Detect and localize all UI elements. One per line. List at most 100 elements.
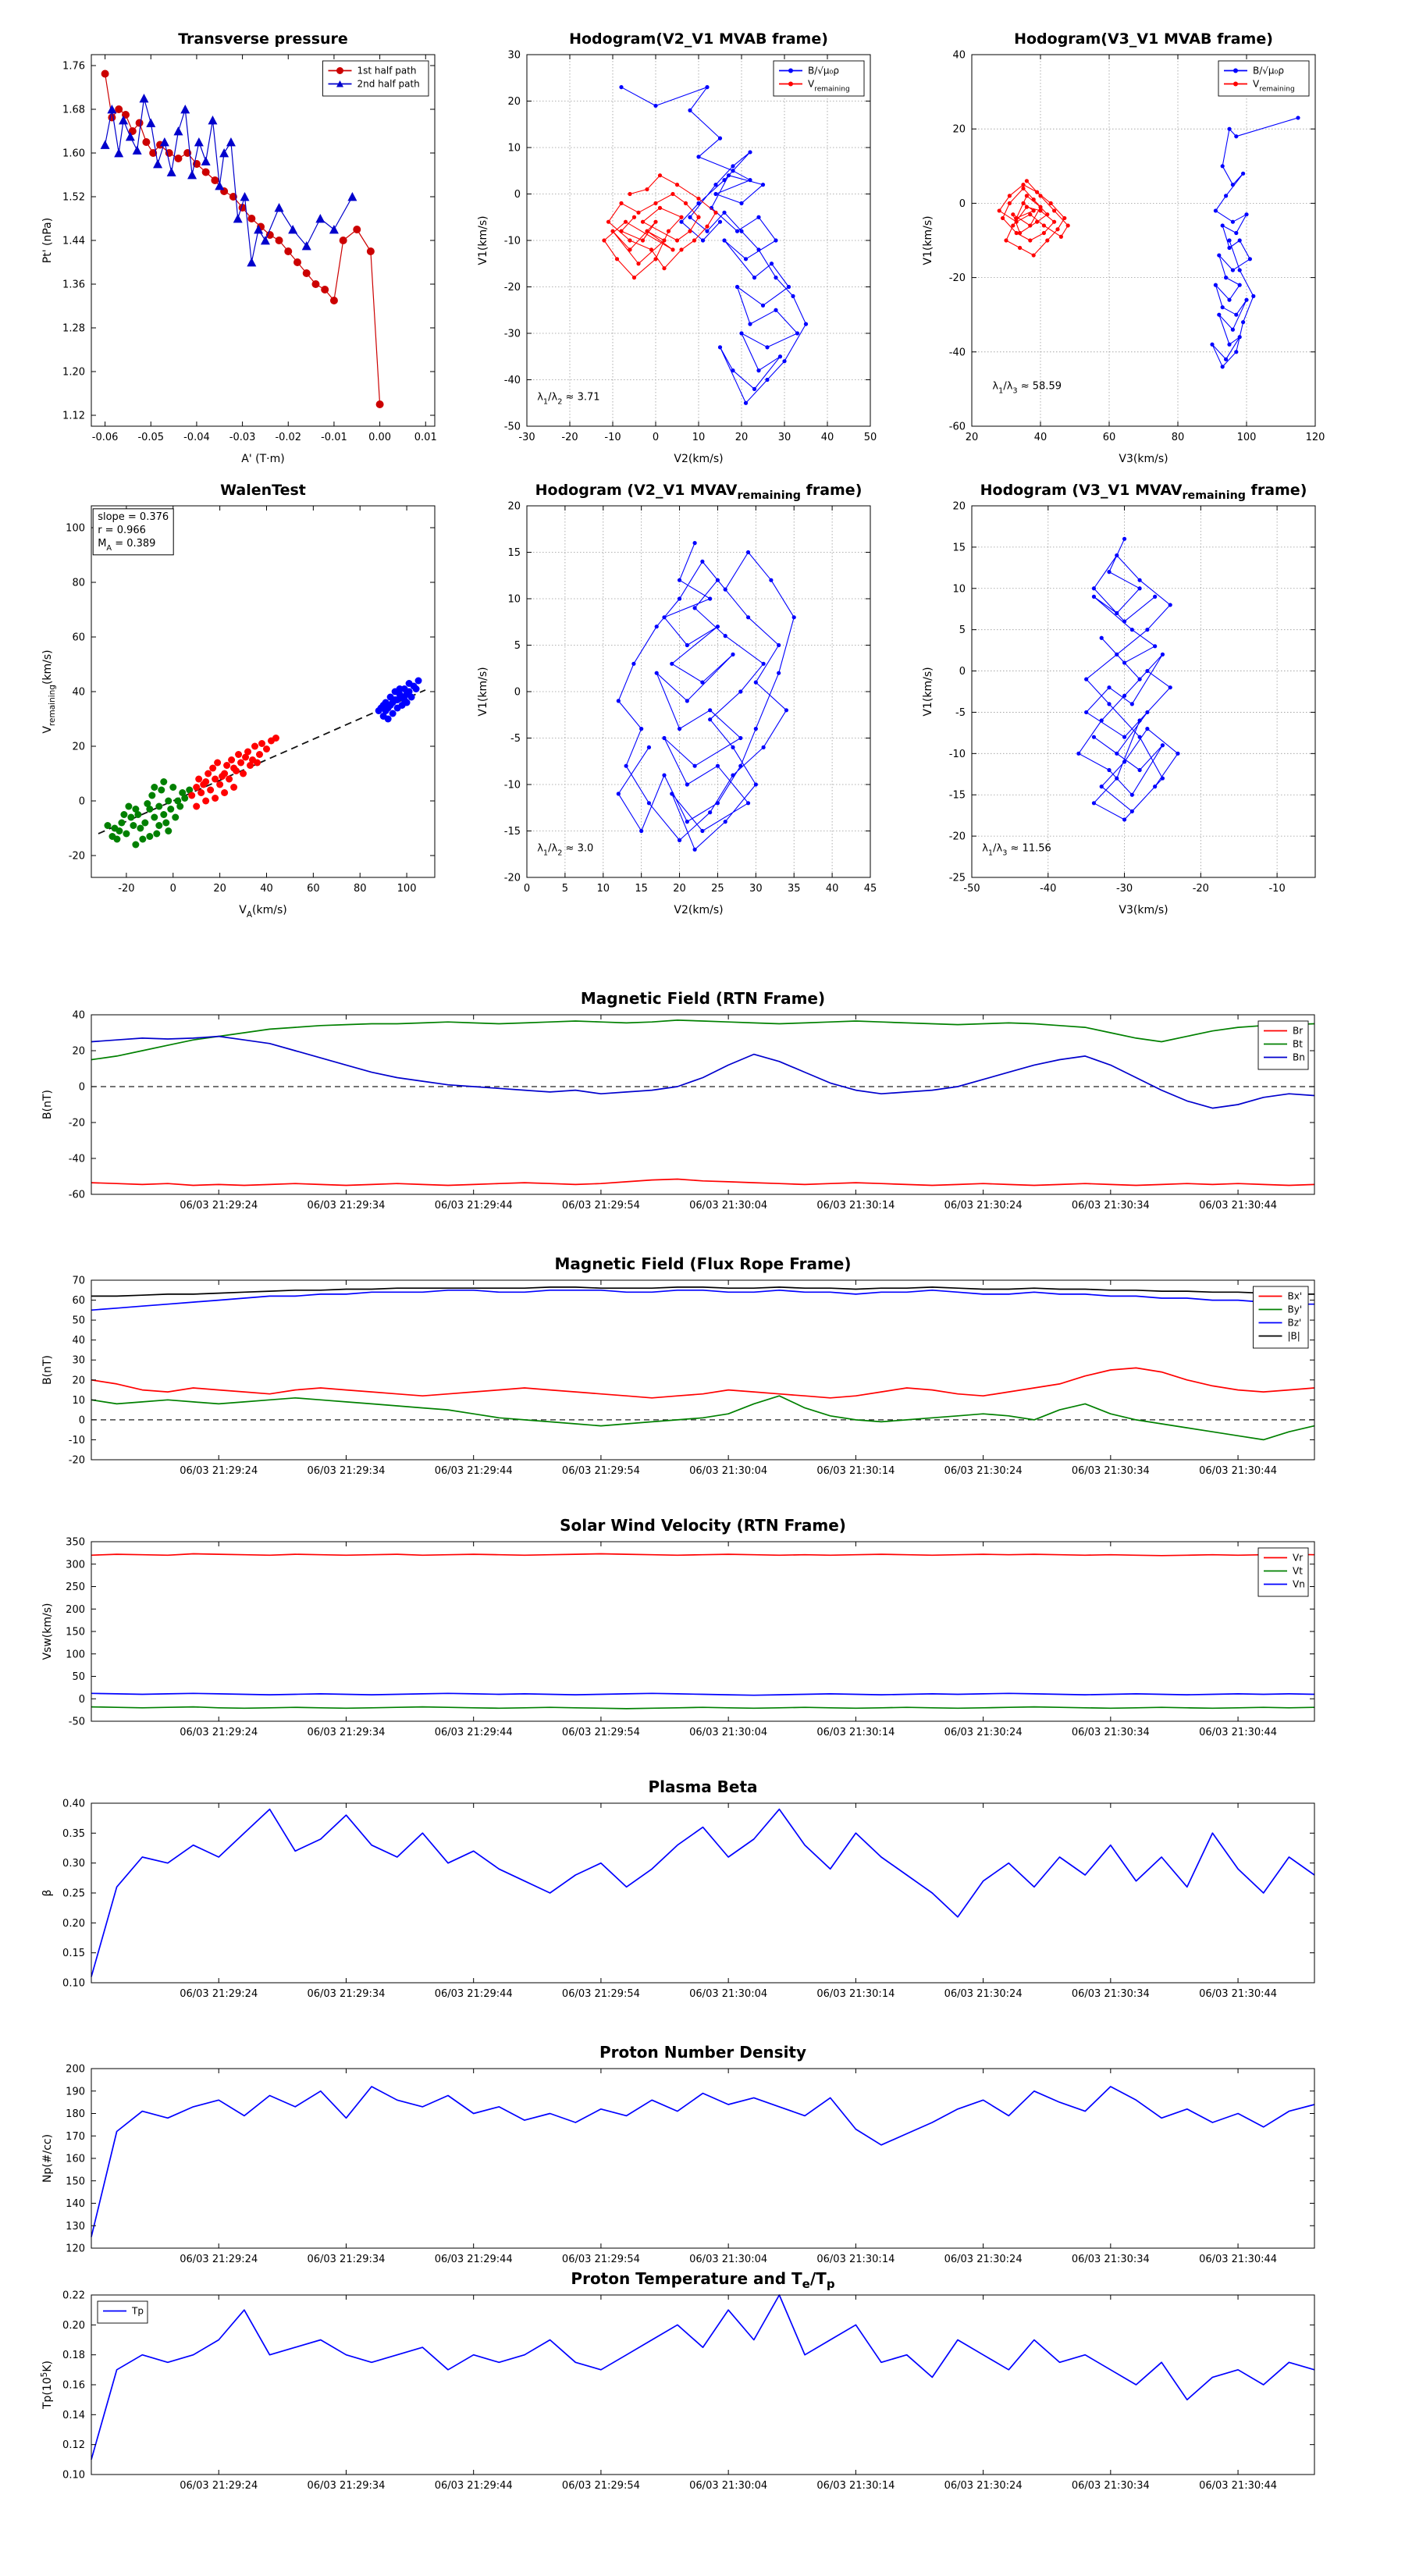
svg-text:V1(km/s): V1(km/s) <box>477 215 489 265</box>
svg-text:06/03 21:29:54: 06/03 21:29:54 <box>562 2254 640 2265</box>
svg-text:r = 0.966: r = 0.966 <box>98 525 146 536</box>
svg-text:-5: -5 <box>510 733 521 745</box>
svg-text:06/03 21:29:24: 06/03 21:29:24 <box>180 2254 258 2265</box>
svg-text:1.60: 1.60 <box>62 148 85 160</box>
svg-text:Proton Temperature and Te/Tp: Proton Temperature and Te/Tp <box>571 2269 834 2291</box>
svg-text:20: 20 <box>72 1046 85 1058</box>
svg-text:06/03 21:29:34: 06/03 21:29:34 <box>307 1465 385 1477</box>
svg-text:06/03 21:30:14: 06/03 21:30:14 <box>816 1727 895 1738</box>
svg-text:0.25: 0.25 <box>62 1888 85 1900</box>
svg-text:A' (T·m): A' (T·m) <box>241 453 284 465</box>
svg-text:-40: -40 <box>504 375 521 386</box>
svg-text:0.30: 0.30 <box>62 1858 85 1870</box>
svg-text:-20: -20 <box>949 831 966 843</box>
svg-text:40: 40 <box>72 1335 85 1347</box>
svg-text:-15: -15 <box>949 790 966 802</box>
chart-transverse-pressure: -0.06 -0.05 -0.04 -0.03 -0.02 -0.01 0.00 0.01 1.… <box>23 14 444 476</box>
svg-text:200: 200 <box>66 2064 85 2076</box>
svg-text:Bx': Bx' <box>1288 1291 1303 1302</box>
svg-text:06/03 21:30:24: 06/03 21:30:24 <box>944 2254 1023 2265</box>
svg-text:Vremaining: Vremaining <box>808 79 850 94</box>
svg-text:B/√μ₀ρ: B/√μ₀ρ <box>808 66 839 76</box>
svg-text:35: 35 <box>788 883 801 895</box>
svg-text:-25: -25 <box>949 873 966 884</box>
svg-text:06/03 21:29:34: 06/03 21:29:34 <box>307 1200 385 1212</box>
svg-text:-60: -60 <box>69 1190 85 1201</box>
svg-text:150: 150 <box>66 2176 85 2187</box>
svg-text:β: β <box>41 1890 54 1897</box>
svg-text:0.20: 0.20 <box>62 2320 85 2332</box>
svg-text:Br: Br <box>1293 1026 1303 1037</box>
svg-text:Bt: Bt <box>1293 1039 1303 1050</box>
svg-text:70: 70 <box>72 1276 85 1287</box>
svg-text:40: 40 <box>72 1010 85 1022</box>
svg-text:0.16: 0.16 <box>62 2380 85 2392</box>
svg-text:06/03 21:30:14: 06/03 21:30:14 <box>816 1465 895 1477</box>
svg-text:06/03 21:29:44: 06/03 21:29:44 <box>435 1988 513 2000</box>
svg-text:15: 15 <box>635 883 648 895</box>
svg-text:-10: -10 <box>604 432 621 443</box>
svg-text:06/03 21:30:04: 06/03 21:30:04 <box>689 1465 767 1477</box>
svg-text:06/03 21:30:04: 06/03 21:30:04 <box>689 1200 767 1212</box>
svg-text:60: 60 <box>72 1295 85 1307</box>
svg-text:06/03 21:30:34: 06/03 21:30:34 <box>1072 1200 1150 1212</box>
svg-text:0: 0 <box>514 687 521 699</box>
svg-text:-10: -10 <box>1268 883 1285 895</box>
svg-text:-0.03: -0.03 <box>229 432 256 443</box>
svg-text:-0.06: -0.06 <box>92 432 119 443</box>
svg-text:06/03 21:29:24: 06/03 21:29:24 <box>180 1988 258 2000</box>
svg-text:140: 140 <box>66 2198 85 2210</box>
svg-text:λ1/λ3 ≈ 11.56: λ1/λ3 ≈ 11.56 <box>982 843 1051 858</box>
svg-text:Vn: Vn <box>1293 1579 1305 1590</box>
svg-text:06/03 21:30:04: 06/03 21:30:04 <box>689 2254 767 2265</box>
svg-text:40: 40 <box>1034 432 1048 443</box>
svg-text:1.68: 1.68 <box>62 105 85 116</box>
svg-text:0.10: 0.10 <box>62 2470 85 2482</box>
svg-text:B(nT): B(nT) <box>41 1090 54 1119</box>
svg-text:190: 190 <box>66 2086 85 2097</box>
svg-text:06/03 21:30:14: 06/03 21:30:14 <box>816 1200 895 1212</box>
svg-text:06/03 21:29:54: 06/03 21:29:54 <box>562 1988 640 2000</box>
svg-text:06/03 21:29:34: 06/03 21:29:34 <box>307 2480 385 2492</box>
svg-text:-20: -20 <box>69 1455 85 1467</box>
svg-text:250: 250 <box>66 1582 85 1593</box>
svg-text:-50: -50 <box>504 422 521 433</box>
svg-text:-40: -40 <box>1040 883 1056 895</box>
svg-text:-40: -40 <box>949 347 966 358</box>
chart-solar-wind-velocity: 06/03 21:29:24 06/03 21:29:34 06/03 21:29:… <box>0 1507 1405 1749</box>
svg-text:06/03 21:29:44: 06/03 21:29:44 <box>435 1727 513 1738</box>
svg-text:λ1/λ2 ≈ 3.71: λ1/λ2 ≈ 3.71 <box>537 392 599 407</box>
svg-text:B/√μ₀ρ: B/√μ₀ρ <box>1253 66 1284 76</box>
svg-text:06/03 21:30:24: 06/03 21:30:24 <box>944 2480 1023 2492</box>
svg-text:30: 30 <box>778 432 791 443</box>
svg-text:λ1/λ3 ≈ 58.59: λ1/λ3 ≈ 58.59 <box>992 380 1062 395</box>
svg-text:20: 20 <box>72 742 85 753</box>
svg-text:06/03 21:30:24: 06/03 21:30:24 <box>944 1727 1023 1738</box>
svg-text:06/03 21:29:44: 06/03 21:29:44 <box>435 1465 513 1477</box>
svg-text:-0.04: -0.04 <box>183 432 210 443</box>
svg-text:170: 170 <box>66 2131 85 2143</box>
svg-text:40: 40 <box>952 50 966 62</box>
svg-text:25: 25 <box>711 883 724 895</box>
svg-text:MA = 0.389: MA = 0.389 <box>98 538 155 553</box>
svg-text:-50: -50 <box>69 1717 85 1728</box>
svg-text:-10: -10 <box>504 236 521 247</box>
svg-text:0: 0 <box>79 1082 85 1094</box>
svg-text:30: 30 <box>507 50 521 62</box>
svg-text:-5: -5 <box>955 707 966 719</box>
svg-text:06/03 21:30:34: 06/03 21:30:34 <box>1072 1465 1150 1477</box>
svg-text:V1(km/s): V1(km/s) <box>922 667 934 716</box>
svg-text:Magnetic Field (Flux Rope Fram: Magnetic Field (Flux Rope Frame) <box>555 1254 852 1273</box>
svg-text:Plasma Beta: Plasma Beta <box>648 1777 757 1796</box>
svg-text:-10: -10 <box>504 780 521 792</box>
svg-text:06/03 21:29:44: 06/03 21:29:44 <box>435 2254 513 2265</box>
chart-proton-temperature: 06/03 21:29:24 06/03 21:29:34 06/03 21:29:… <box>0 2260 1405 2502</box>
svg-text:50: 50 <box>72 1315 85 1327</box>
svg-text:60: 60 <box>1103 432 1116 443</box>
svg-text:06/03 21:30:34: 06/03 21:30:34 <box>1072 2480 1150 2492</box>
svg-text:80: 80 <box>72 578 85 589</box>
svg-text:Hodogram (V3_V1 MVAVremaining: Hodogram (V3_V1 MVAVremaining frame) <box>980 482 1307 502</box>
svg-text:Magnetic Field (RTN Frame): Magnetic Field (RTN Frame) <box>581 989 825 1008</box>
svg-text:VA(km/s): VA(km/s) <box>239 904 286 920</box>
svg-text:10: 10 <box>692 432 706 443</box>
